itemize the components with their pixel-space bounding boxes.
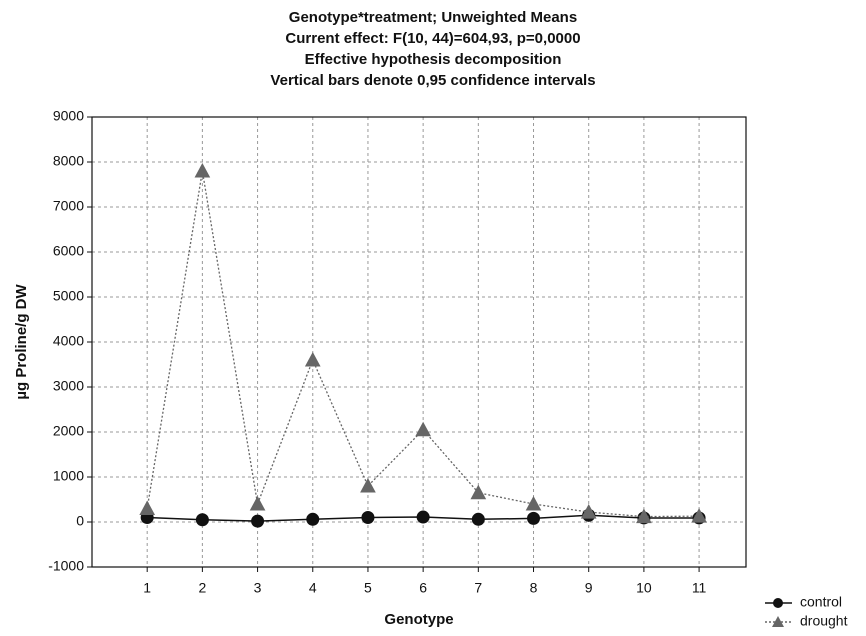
- title-block: Genotype*treatment; Unweighted Means Curr…: [270, 9, 595, 89]
- marker: [636, 508, 652, 524]
- marker: [416, 510, 430, 524]
- y-tick-label: 5000: [53, 288, 84, 304]
- marker: [415, 421, 431, 437]
- y-tick-label: 0: [76, 513, 84, 529]
- marker: [139, 500, 156, 515]
- y-tick-label: 6000: [53, 243, 84, 259]
- x-tick-label: 5: [364, 580, 372, 596]
- marker: [470, 484, 487, 500]
- x-axis-title: Genotype: [384, 611, 453, 628]
- marker: [304, 351, 321, 367]
- marker: [194, 162, 211, 178]
- y-tick-label: 8000: [53, 153, 84, 169]
- marker: [525, 495, 542, 511]
- chart-title: Current effect: F(10, 44)=604,93, p=0,00…: [285, 30, 580, 47]
- marker: [527, 511, 541, 525]
- marker: [249, 495, 266, 511]
- legend-marker: [773, 598, 783, 608]
- y-tick-label: 9000: [53, 108, 84, 124]
- marker: [306, 512, 320, 526]
- legend-label: control: [800, 594, 842, 610]
- x-tick-label: 11: [692, 580, 707, 596]
- marker: [471, 512, 485, 526]
- plot-frame: [91, 116, 747, 568]
- x-tick-label: 1: [143, 580, 151, 596]
- x-tick-label: 4: [309, 580, 317, 596]
- x-tick-label: 7: [474, 580, 482, 596]
- marker: [360, 477, 376, 493]
- marker: [691, 508, 707, 523]
- x-tick-label: 6: [419, 580, 427, 596]
- legend-label: drought: [800, 613, 848, 629]
- legend-marker: [772, 616, 784, 627]
- y-tick-label: 3000: [53, 378, 84, 394]
- y-axis-title: µg Proline/g DW: [13, 284, 30, 400]
- x-tick-label: 9: [585, 580, 593, 596]
- chart-title: Vertical bars denote 0,95 confidence int…: [270, 72, 595, 89]
- x-tick-label: 8: [530, 580, 538, 596]
- marker: [580, 504, 597, 519]
- x-tick-label: 10: [636, 580, 652, 596]
- marker: [361, 511, 375, 524]
- marker: [195, 513, 209, 527]
- y-tick-label: 1000: [53, 468, 84, 484]
- x-tick-label: 3: [254, 580, 262, 596]
- chart-title: Effective hypothesis decomposition: [305, 51, 562, 68]
- y-tick-label: 2000: [53, 423, 84, 439]
- y-tick-label: 4000: [53, 333, 84, 349]
- chart-title: Genotype*treatment; Unweighted Means: [289, 9, 577, 26]
- series-line: [146, 170, 700, 518]
- y-tick-label: -1000: [48, 558, 84, 574]
- marker: [251, 514, 265, 528]
- y-tick-label: 7000: [53, 198, 84, 214]
- x-tick-label: 2: [198, 580, 206, 596]
